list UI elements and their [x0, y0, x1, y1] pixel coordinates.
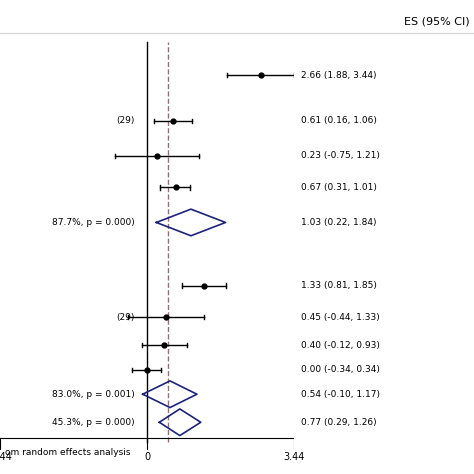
- Text: 0: 0: [144, 452, 150, 462]
- Text: 0.00 (-0.34, 0.34): 0.00 (-0.34, 0.34): [301, 365, 380, 374]
- Text: 0.23 (-0.75, 1.21): 0.23 (-0.75, 1.21): [301, 151, 380, 160]
- Text: 0.54 (-0.10, 1.17): 0.54 (-0.10, 1.17): [301, 390, 380, 399]
- Text: 0.77 (0.29, 1.26): 0.77 (0.29, 1.26): [301, 418, 377, 427]
- Text: (29): (29): [117, 312, 135, 321]
- Text: -3.44: -3.44: [0, 452, 12, 462]
- Text: om random effects analysis: om random effects analysis: [5, 448, 130, 457]
- Text: 83.0%, p = 0.001): 83.0%, p = 0.001): [52, 390, 135, 399]
- Text: 0.61 (0.16, 1.06): 0.61 (0.16, 1.06): [301, 116, 377, 125]
- Text: 0.45 (-0.44, 1.33): 0.45 (-0.44, 1.33): [301, 312, 380, 321]
- Text: 0.40 (-0.12, 0.93): 0.40 (-0.12, 0.93): [301, 341, 380, 350]
- Text: (29): (29): [117, 116, 135, 125]
- Text: 1.03 (0.22, 1.84): 1.03 (0.22, 1.84): [301, 218, 376, 227]
- Text: 2.66 (1.88, 3.44): 2.66 (1.88, 3.44): [301, 71, 376, 80]
- Text: 45.3%, p = 0.000): 45.3%, p = 0.000): [53, 418, 135, 427]
- Text: ES (95% CI): ES (95% CI): [404, 16, 469, 27]
- Text: 0.67 (0.31, 1.01): 0.67 (0.31, 1.01): [301, 183, 377, 192]
- Text: 3.44: 3.44: [283, 452, 305, 462]
- Text: 87.7%, p = 0.000): 87.7%, p = 0.000): [52, 218, 135, 227]
- Text: 1.33 (0.81, 1.85): 1.33 (0.81, 1.85): [301, 281, 377, 290]
